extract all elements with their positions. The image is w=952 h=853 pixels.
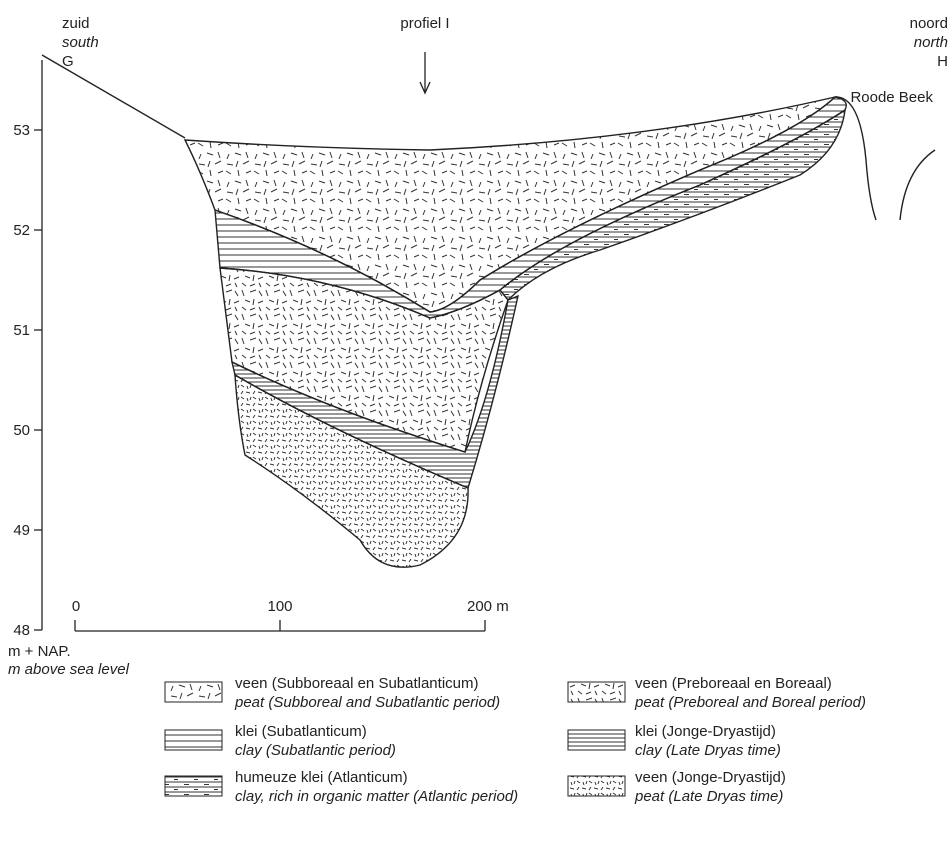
y-tick-label: 49 [13,522,30,539]
corner-nl: noord [910,15,948,32]
legend-en: clay (Subatlantic period) [235,742,396,759]
legend-nl: veen (Jonge-Dryastijd) [635,769,786,786]
scale-label: 200 m [467,598,509,615]
unit-nl: m + NAP. [8,643,71,660]
legend-en: peat (Subboreal and Subatlantic period) [234,694,500,711]
profile-label: profiel I [400,15,449,32]
unit-en: m above sea level [8,661,130,678]
legend-swatch [567,775,626,797]
legend-nl: humeuze klei (Atlanticum) [235,769,408,786]
legend-nl: klei (Subatlanticum) [235,723,367,740]
y-axis: 53 52 51 50 49 48 [13,60,43,639]
profile-arrow [419,52,431,95]
scale-bar: 0 100 200 m [72,598,509,632]
place-label: Roode Beek [850,89,933,106]
legend-en: peat (Late Dryas time) [634,788,783,805]
scale-label: 0 [72,598,80,615]
corner-nl: zuid [62,15,90,32]
y-tick-label: 53 [13,122,30,139]
legend-swatch [164,681,223,703]
stream-bank [899,149,936,221]
legend-nl: klei (Jonge-Dryastijd) [635,723,776,740]
layer-peat-dryas [234,373,469,568]
legend-nl: veen (Subboreaal en Subatlanticum) [235,675,479,692]
y-tick-label: 52 [13,222,30,239]
legend-swatch [567,729,626,751]
corner-en: north [914,34,948,51]
y-tick-label: 48 [13,622,30,639]
legend-en: peat (Preboreal and Boreal period) [634,694,866,711]
ground-line [41,54,186,139]
legend-swatch [567,681,626,703]
y-tick-label: 50 [13,422,30,439]
legend-nl: veen (Preboreaal en Boreaal) [635,675,832,692]
legend-en: clay (Late Dryas time) [635,742,781,759]
scale-label: 100 [267,598,292,615]
corner-letter: G [62,53,74,70]
section [41,54,936,568]
layer-humic-clay [499,108,846,302]
legend-swatch [164,775,223,797]
corner-letter: H [937,53,948,70]
legend-en: clay, rich in organic matter (Atlantic p… [235,788,518,805]
y-tick-label: 51 [13,322,30,339]
legend-swatch [164,729,223,751]
legend: veen (Subboreaal en Subatlanticum) peat … [164,675,866,805]
corner-en: south [62,34,99,51]
stream-bank [834,96,877,221]
